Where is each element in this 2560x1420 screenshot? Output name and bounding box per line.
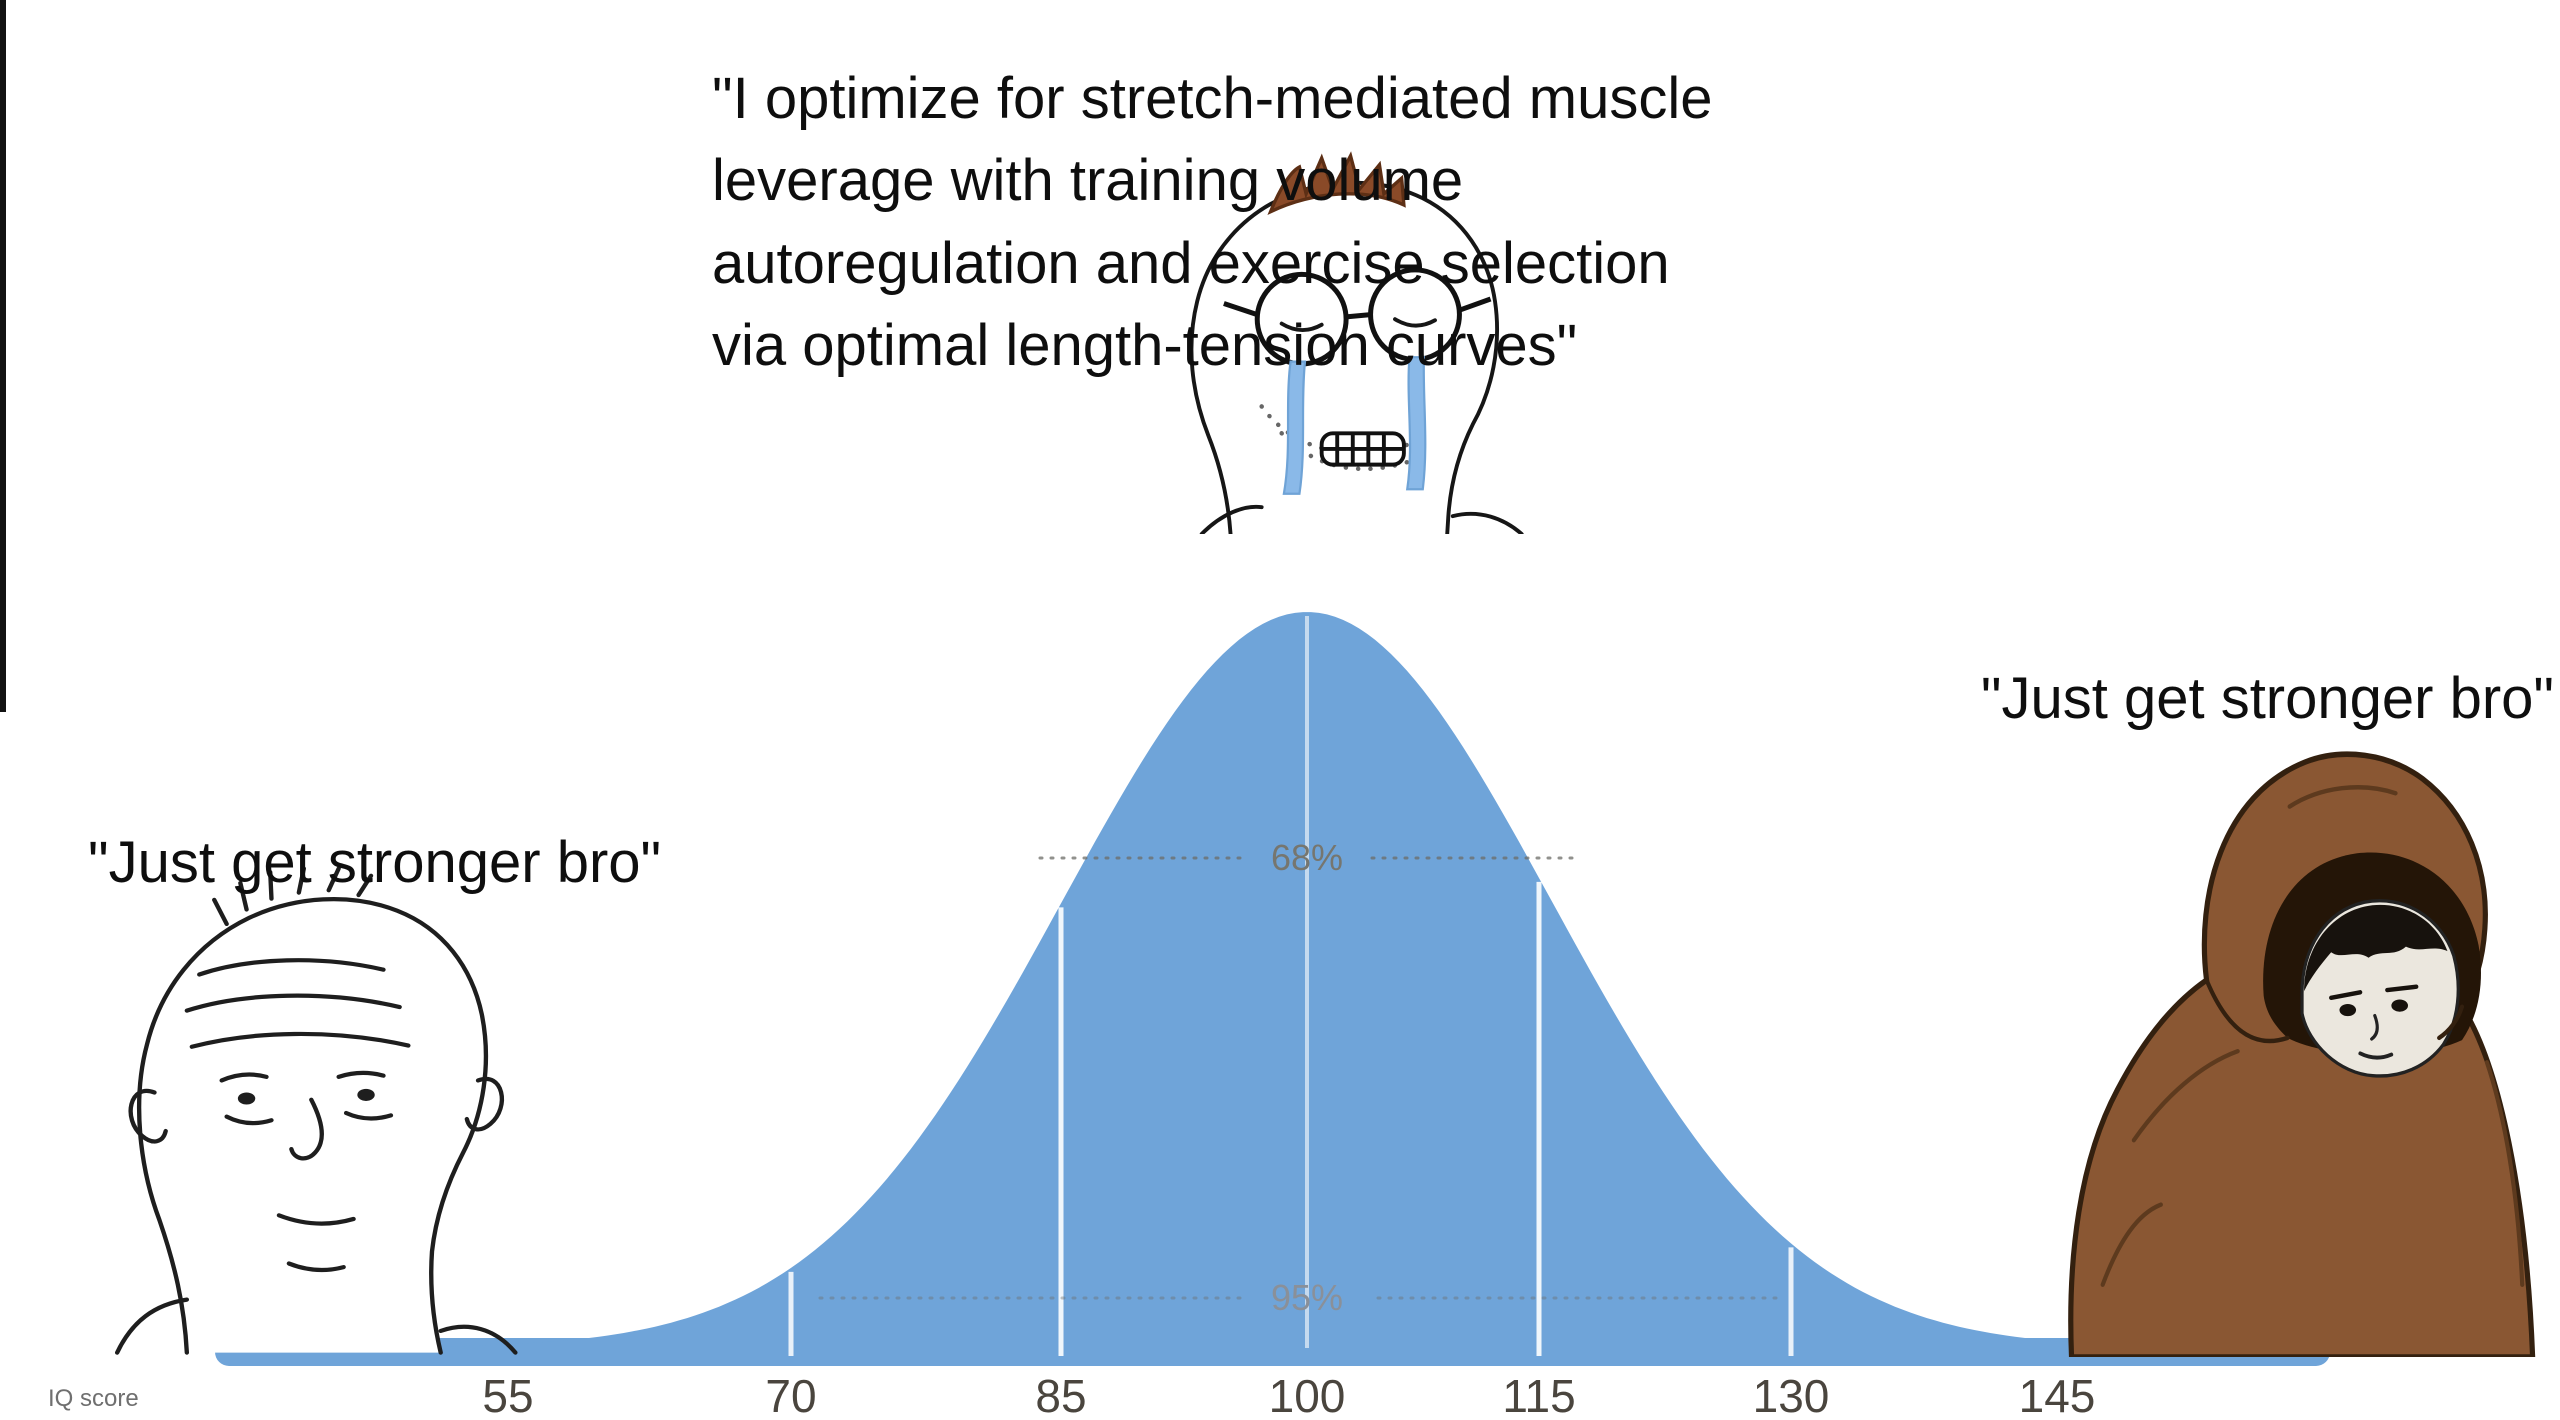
tear-right	[1405, 356, 1427, 491]
brainlet-wojak-illustration	[114, 866, 518, 1355]
left-wojak-quote: "Just get stronger bro"	[88, 830, 662, 895]
midwit-quote-line: "I optimize for stretch-mediated muscle	[712, 66, 1713, 131]
midwit-quote-line: leverage with training volume	[712, 148, 1464, 214]
tear-left	[1282, 360, 1307, 495]
x-tick-label: 85	[1035, 1370, 1086, 1420]
screenshot-edge-artifact	[0, 0, 6, 712]
midwit-crying-wojak-illustration	[1189, 151, 1524, 534]
hood-cloak	[2068, 751, 2536, 1357]
bell-curve-area	[215, 612, 2330, 1348]
x-tick-label: 130	[1753, 1370, 1830, 1420]
x-tick-label: 100	[1269, 1370, 1346, 1420]
x-tick-label: 70	[765, 1370, 816, 1420]
x-tick-label: 55	[482, 1370, 533, 1420]
midwit-quote: "I optimize for stretch-mediated muscle …	[712, 58, 1713, 387]
midwit-hair	[1267, 151, 1406, 216]
gritted-teeth	[1319, 431, 1406, 467]
midwit-quote-line: via optimal length-tension curves"	[712, 313, 1578, 379]
bangs-hair	[2304, 904, 2448, 992]
hooded-wojak-quote: "Just get stronger bro"	[1980, 666, 2554, 731]
x-tick-label: 115	[1502, 1370, 1575, 1420]
midwit-quote-line: autoregulation and exercise selection	[712, 230, 1670, 296]
one-sigma-percent-label: 68%	[1271, 837, 1343, 878]
x-axis-label: IQ score	[48, 1385, 139, 1412]
hooded-wojak-illustration	[2068, 751, 2536, 1357]
two-sigma-percent-label: 95%	[1271, 1277, 1343, 1318]
x-tick-label: 145	[2019, 1370, 2096, 1420]
